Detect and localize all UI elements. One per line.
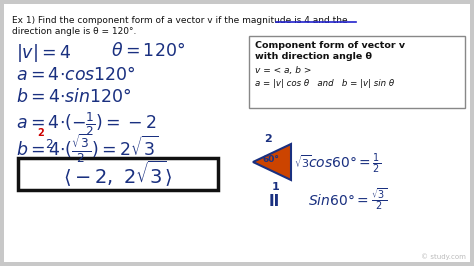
Text: direction angle is θ = 120°.: direction angle is θ = 120°. [12, 27, 137, 36]
Text: Ex 1) Find the component form of a vector v if the magnitude is 4 and the: Ex 1) Find the component form of a vecto… [12, 16, 347, 25]
Text: © study.com: © study.com [421, 253, 466, 260]
Text: $a=4{\cdot}(-\frac{1}{2})=-2$: $a=4{\cdot}(-\frac{1}{2})=-2$ [16, 110, 156, 138]
Text: $|v|=4$: $|v|=4$ [16, 42, 71, 64]
Text: a = |v| cos θ   and   b = |v| sin θ: a = |v| cos θ and b = |v| sin θ [255, 79, 394, 88]
Text: 2: 2 [37, 128, 44, 138]
Polygon shape [253, 144, 291, 180]
Text: $\langle -2,\ 2\sqrt{3}\rangle$: $\langle -2,\ 2\sqrt{3}\rangle$ [64, 159, 173, 189]
Text: with direction angle θ: with direction angle θ [255, 52, 372, 61]
Text: $a=4{\cdot}cos120°$: $a=4{\cdot}cos120°$ [16, 66, 136, 84]
Text: $Sin60°=\frac{\sqrt{3}}{2}$: $Sin60°=\frac{\sqrt{3}}{2}$ [308, 186, 387, 212]
Text: $b=\!^2\!\!4{\cdot}(\frac{\sqrt{3}}{2})=2\sqrt{3}$: $b=\!^2\!\!4{\cdot}(\frac{\sqrt{3}}{2})=… [16, 132, 158, 165]
Text: 60°: 60° [263, 156, 280, 164]
Text: v = < a, b >: v = < a, b > [255, 66, 311, 75]
Text: $b=4{\cdot}sin120°$: $b=4{\cdot}sin120°$ [16, 88, 132, 106]
Text: 1: 1 [272, 182, 280, 192]
Text: $\theta=120°$: $\theta=120°$ [111, 42, 185, 60]
Text: $cos60°=\frac{1}{2}$: $cos60°=\frac{1}{2}$ [308, 152, 381, 176]
Bar [249, 36, 465, 108]
Bar [18, 158, 218, 190]
Text: $\sqrt{3}$: $\sqrt{3}$ [294, 154, 312, 170]
Text: Component form of vector v: Component form of vector v [255, 41, 405, 50]
Text: 2: 2 [264, 134, 272, 144]
Text: II: II [268, 194, 280, 209]
